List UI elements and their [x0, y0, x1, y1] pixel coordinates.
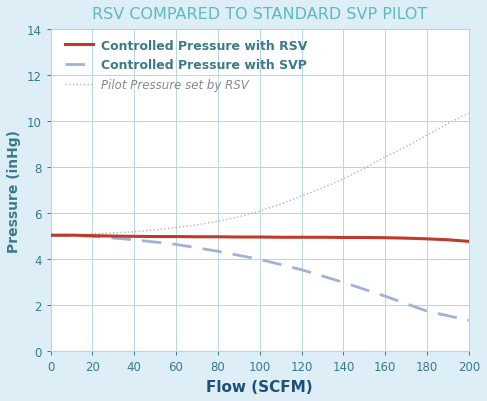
Y-axis label: Pressure (inHg): Pressure (inHg)	[7, 130, 21, 252]
Legend: Controlled Pressure with RSV, Controlled Pressure with SVP, Pilot Pressure set b: Controlled Pressure with RSV, Controlled…	[65, 39, 308, 92]
X-axis label: Flow (SCFM): Flow (SCFM)	[206, 379, 313, 394]
Title: RSV COMPARED TO STANDARD SVP PILOT: RSV COMPARED TO STANDARD SVP PILOT	[92, 7, 428, 22]
